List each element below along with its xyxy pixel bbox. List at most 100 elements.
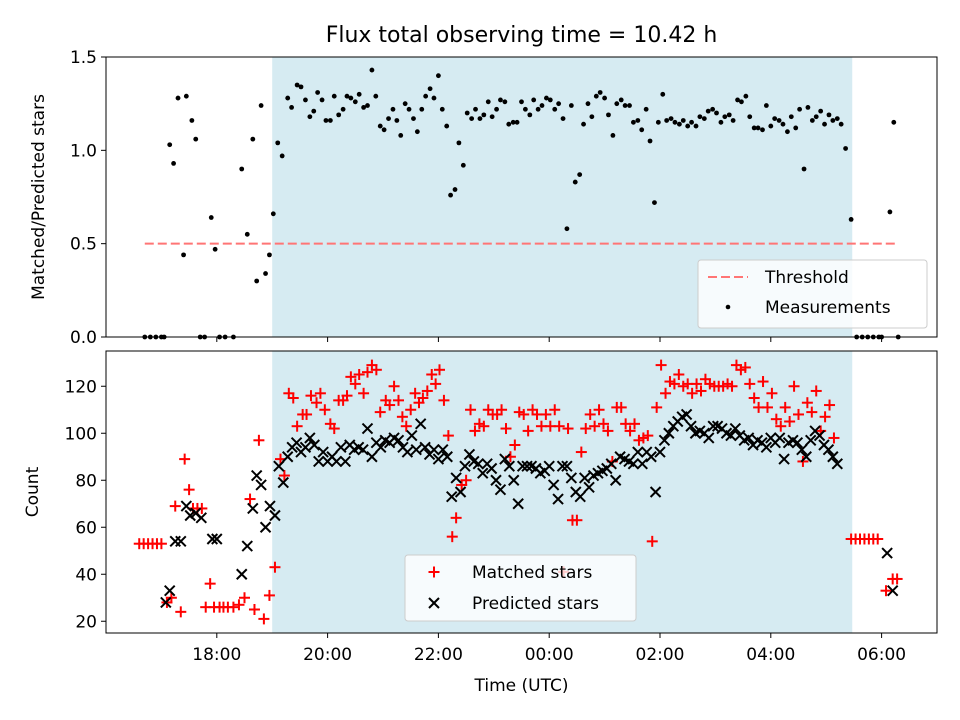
measurement-point xyxy=(572,179,578,185)
measurement-point xyxy=(539,103,545,108)
chart-title: Flux total observing time = 10.42 h xyxy=(326,23,718,48)
measurement-point xyxy=(535,106,541,112)
measurement-point xyxy=(406,106,412,112)
measurement-point xyxy=(175,95,181,101)
matched-star-point xyxy=(726,380,738,392)
measurement-point xyxy=(167,142,173,148)
matched-star-point xyxy=(784,416,796,427)
predicted-star-point xyxy=(236,568,248,580)
predicted-star-point xyxy=(649,486,662,498)
measurement-point xyxy=(685,123,691,129)
measurement-point xyxy=(776,118,782,123)
predicted-star-point xyxy=(636,458,648,470)
matched-star-point xyxy=(278,470,290,482)
predicted-star-point xyxy=(574,490,586,503)
measurement-point xyxy=(477,116,483,121)
predicted-star-point xyxy=(357,443,369,456)
measurement-point xyxy=(502,99,508,105)
matched-star-point xyxy=(478,420,490,432)
measurement-point xyxy=(848,217,854,222)
measurement-point xyxy=(473,106,478,112)
y-tick-label: 1.0 xyxy=(70,141,97,161)
measurement-point xyxy=(263,271,268,276)
measurement-point xyxy=(655,119,661,125)
measurement-point xyxy=(331,93,337,99)
measurement-point xyxy=(843,146,848,151)
measurement-point xyxy=(838,121,844,127)
matched-star-point xyxy=(597,418,609,430)
measurement-point xyxy=(464,110,470,116)
measurement-point xyxy=(469,116,475,121)
measurement-point xyxy=(552,106,558,112)
measurement-point xyxy=(348,95,354,101)
matched-star-point xyxy=(253,434,265,446)
matched-star-point xyxy=(540,408,552,420)
matched-star-point xyxy=(319,404,331,416)
measurement-point xyxy=(809,118,815,123)
y-tick-label: 0.0 xyxy=(70,328,97,348)
predicted-star-point xyxy=(827,451,839,463)
measurement-point xyxy=(822,121,827,127)
measurement-point xyxy=(456,140,462,146)
measurement-point xyxy=(244,231,250,237)
matched-star-point xyxy=(575,446,587,458)
measurement-point xyxy=(419,106,425,112)
predicted-star-point xyxy=(335,441,347,454)
bottom-x-ticks: 18:00 20:00 22:00 00:00 02:00 04:00 06:00 xyxy=(192,633,906,665)
measurement-point xyxy=(560,116,566,121)
measurement-point xyxy=(610,133,616,138)
measurement-point xyxy=(834,116,840,121)
matched-star-point xyxy=(522,425,534,437)
predicted-star-point xyxy=(428,443,440,456)
matched-star-point xyxy=(328,423,340,435)
measurement-point xyxy=(618,97,624,103)
predicted-star-point xyxy=(441,451,453,463)
measurement-point xyxy=(668,116,674,121)
matched-star-point xyxy=(442,430,454,442)
measurement-point xyxy=(303,97,308,103)
measurement-point xyxy=(436,73,441,79)
predicted-star-point xyxy=(494,483,507,496)
matched-star-point xyxy=(761,401,773,413)
measurement-point xyxy=(602,95,607,101)
measurement-point xyxy=(212,246,218,252)
measurement-point xyxy=(402,101,408,107)
measurement-point xyxy=(494,106,499,112)
measurement-point xyxy=(298,84,304,90)
measurement-point xyxy=(635,118,641,123)
predicted-star-point xyxy=(304,432,316,444)
predicted-star-point xyxy=(339,455,352,468)
x-tick-label: 18:00 xyxy=(192,645,241,665)
matched-star-point xyxy=(589,420,601,432)
predicted-star-point xyxy=(556,460,569,472)
measurement-point xyxy=(887,209,893,215)
measurement-point xyxy=(352,99,358,105)
measurement-point xyxy=(319,97,325,103)
matched-star-point xyxy=(793,408,804,420)
measurement-point xyxy=(593,93,599,99)
predicted-star-point xyxy=(290,436,303,449)
matched-star-point xyxy=(269,561,281,573)
measurement-point xyxy=(239,166,245,172)
matched-star-point xyxy=(460,474,472,486)
measurement-point xyxy=(547,97,553,103)
predicted-star-point xyxy=(663,427,675,439)
measurement-point xyxy=(627,103,632,108)
legend-matched-label: Matched stars xyxy=(472,563,592,583)
measurement-point xyxy=(489,114,495,120)
bottom-axes-frame xyxy=(105,350,938,634)
predicted-star-point xyxy=(773,432,786,444)
predicted-star-point xyxy=(760,441,773,454)
matched-star-point xyxy=(801,397,813,409)
measurement-point xyxy=(751,125,757,131)
x-tick-label: 02:00 xyxy=(636,645,685,665)
predicted-star-point xyxy=(791,436,804,449)
predicted-star-point xyxy=(273,460,285,472)
bottom-y-ticks: 20 40 60 80 100 120 xyxy=(65,377,106,632)
matched-star-point xyxy=(828,432,840,444)
measurement-point xyxy=(622,103,628,108)
measurement-point xyxy=(743,93,749,99)
matched-star-point xyxy=(450,512,462,524)
matched-star-point xyxy=(434,364,446,376)
x-axis-label: Time (UTC) xyxy=(474,676,569,696)
